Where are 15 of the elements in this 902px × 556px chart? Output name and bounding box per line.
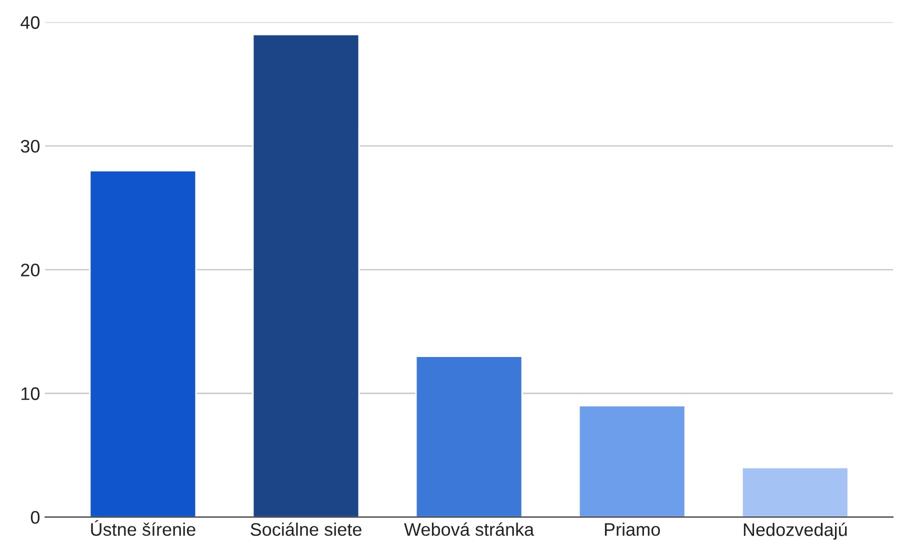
bar bbox=[89, 170, 197, 518]
x-tick-label: Nedozvedajú bbox=[744, 522, 847, 540]
y-tick-label: 10 bbox=[22, 387, 40, 400]
x-tick-label: Sociálne siete bbox=[250, 522, 362, 536]
bar bbox=[415, 356, 523, 518]
x-tick-label: Webová stránka bbox=[404, 522, 534, 536]
x-tick-label: Priamo bbox=[604, 522, 660, 536]
bar bbox=[741, 466, 849, 518]
bar bbox=[578, 405, 686, 518]
y-tick-label: 30 bbox=[20, 140, 40, 153]
y-tick-label: 0 bbox=[30, 511, 40, 524]
y-tick-label: 20 bbox=[21, 264, 40, 276]
y-tick-label: 40 bbox=[20, 16, 40, 29]
x-tick-label: Ústne šírenie bbox=[91, 520, 196, 536]
bar bbox=[252, 34, 360, 518]
